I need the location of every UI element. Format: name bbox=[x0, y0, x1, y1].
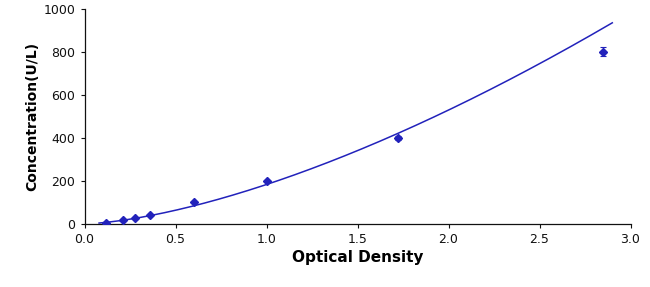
X-axis label: Optical Density: Optical Density bbox=[292, 250, 423, 265]
Y-axis label: Concentration(U/L): Concentration(U/L) bbox=[25, 42, 40, 191]
